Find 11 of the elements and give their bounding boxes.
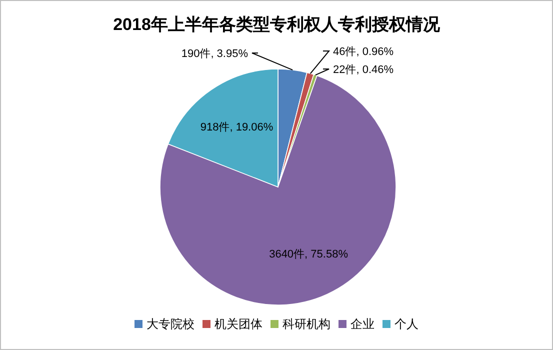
data-label: 918件, 19.06% — [200, 122, 274, 134]
data-label: 46件, 0.96% — [333, 46, 394, 58]
legend-label: 科研机构 — [282, 317, 330, 331]
data-label: 3640件, 75.58% — [269, 248, 348, 260]
data-label: 22件, 0.46% — [333, 64, 394, 76]
data-label: 190件, 3.95% — [181, 48, 248, 60]
legend-label: 大专院校 — [146, 317, 194, 331]
legend-label: 企业 — [350, 317, 374, 331]
legend-label: 机关团体 — [214, 317, 262, 331]
legend-label: 个人 — [394, 317, 418, 331]
chart-title: 2018年上半年各类型专利权人专利授权情况 — [113, 15, 441, 34]
